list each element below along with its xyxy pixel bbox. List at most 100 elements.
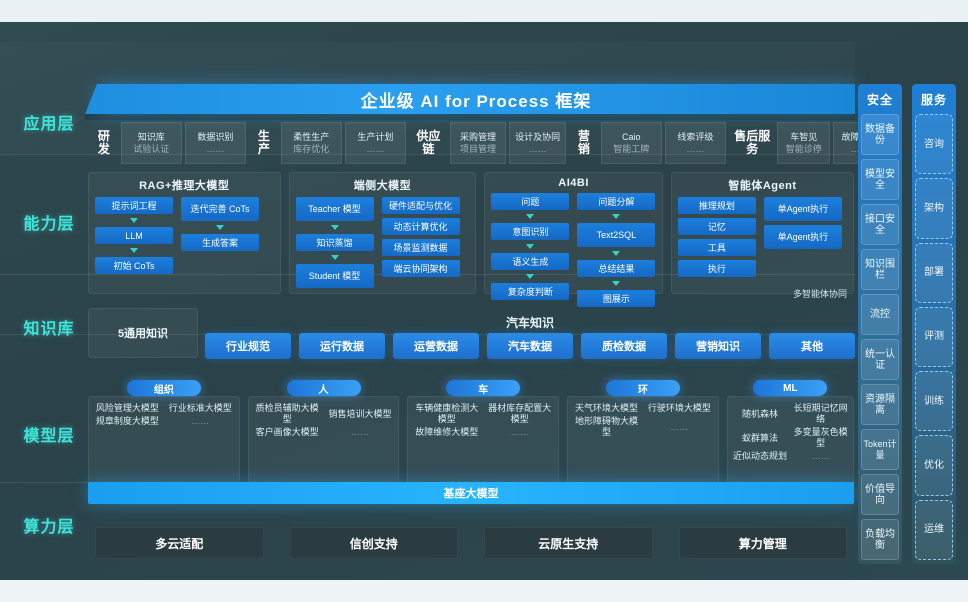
capability-block[interactable]: 记忆	[677, 218, 756, 235]
service-item[interactable]: 训练	[915, 371, 953, 432]
model-item[interactable]: 长短期记忆网络	[793, 403, 848, 424]
service-item[interactable]: 架构	[915, 178, 953, 239]
capability-block[interactable]: 推理规划	[677, 197, 756, 214]
application-tile[interactable]: 设计及协同 ……	[509, 122, 566, 164]
service-item[interactable]: 评测	[915, 306, 953, 368]
service-item[interactable]: 咨询	[915, 114, 953, 175]
model-item[interactable]: ……	[670, 421, 689, 432]
application-group-name: 研发	[97, 129, 110, 156]
arrow-down-icon	[526, 244, 535, 249]
capability-block[interactable]: 知识蒸馏	[295, 234, 374, 251]
capability-block[interactable]: 单Agent执行	[763, 225, 842, 249]
security-column: 安全 数据备份 模型安全 接口安全 知识围栏 流控 统一认证 资源隔离 Token计量 价值导向…	[858, 84, 902, 564]
model-item[interactable]: 多变量灰色模型	[793, 427, 848, 448]
capability-block[interactable]: 初始 CoTs	[95, 257, 173, 274]
security-item[interactable]: Token计量	[861, 429, 899, 470]
knowledge-chip[interactable]: 汽车数据	[487, 333, 573, 359]
security-item[interactable]: 知识围栏	[861, 249, 899, 290]
service-item[interactable]: 部署	[915, 242, 953, 303]
capability-block[interactable]: 端云协同架构	[381, 260, 460, 277]
application-tile[interactable]: 车智见 智能诊停	[777, 122, 831, 164]
security-item[interactable]: 接口安全	[861, 204, 899, 245]
model-item[interactable]: 客户画像大模型	[255, 427, 319, 437]
model-group-pill[interactable]: 环	[605, 380, 680, 396]
service-item[interactable]: 优化	[915, 435, 953, 496]
capability-block[interactable]: 单Agent执行	[763, 197, 842, 221]
compute-chip[interactable]: 信创支持	[289, 527, 458, 559]
capability-block[interactable]: 意图识别	[491, 223, 570, 240]
model-item[interactable]: 行驶环境大模型	[647, 403, 711, 413]
knowledge-chip[interactable]: 营销知识	[675, 333, 761, 359]
knowledge-chip[interactable]: 行业规范	[205, 333, 291, 359]
capability-block[interactable]: 生成答案	[181, 234, 259, 251]
model-item[interactable]: 地形障碍物大模型	[574, 416, 638, 437]
model-group-pill[interactable]: 组织	[126, 380, 201, 396]
application-tile[interactable]: 数据识别 ……	[184, 122, 247, 164]
capability-block[interactable]: 问题	[491, 193, 570, 210]
model-item[interactable]: 车辆健康检测大模型	[415, 403, 479, 424]
security-item[interactable]: 统一认证	[861, 339, 899, 380]
security-item[interactable]: 模型安全	[861, 159, 899, 200]
model-item[interactable]: 行业标准大模型	[168, 403, 232, 413]
security-item[interactable]: 资源隔离	[861, 384, 899, 425]
model-item[interactable]: 风险管理大模型	[95, 403, 159, 413]
capability-block[interactable]: 迭代完善 CoTs	[181, 197, 259, 221]
capability-block[interactable]: LLM	[95, 227, 173, 244]
knowledge-chip[interactable]: 其他	[769, 333, 855, 359]
compute-chip[interactable]: 算力管理	[678, 527, 847, 559]
security-item[interactable]: 负载均衡	[861, 519, 899, 560]
application-tile[interactable]: Caio 智能工牌	[600, 122, 662, 164]
model-group-pill[interactable]: 人	[286, 380, 361, 396]
compute-chip[interactable]: 多云适配	[95, 527, 264, 559]
model-item[interactable]: 蚁群算法	[742, 432, 779, 443]
capability-block[interactable]: 动态计算优化	[381, 218, 460, 235]
service-item[interactable]: 运维	[915, 499, 953, 560]
model-item[interactable]: 天气环境大模型	[574, 403, 638, 413]
capability-block[interactable]: 场景监测数据	[381, 239, 460, 256]
model-item[interactable]: ……	[510, 427, 529, 437]
application-tile[interactable]: 线索评级 ……	[664, 122, 727, 164]
capability-column: 硬件适配与优化 动态计算优化 场景监测数据 端云协同架构	[381, 197, 460, 285]
security-item[interactable]: 价值导向	[861, 474, 899, 515]
model-item[interactable]: 销售培训大模型	[328, 408, 392, 419]
model-item[interactable]: ……	[191, 416, 210, 426]
model-item[interactable]: 随机森林	[742, 408, 779, 419]
knowledge-chip[interactable]: 运营数据	[393, 333, 479, 359]
capability-block[interactable]: Teacher 模型	[295, 197, 374, 221]
capability-block[interactable]: 总结结果	[577, 260, 656, 277]
application-group-name: 生产	[257, 129, 270, 156]
capability-block[interactable]: 工具	[677, 239, 756, 256]
capability-block[interactable]: 复杂度判断	[491, 283, 570, 300]
application-tile[interactable]: 知识库 试验认证	[120, 122, 182, 164]
capability-block[interactable]: Student 模型	[295, 264, 374, 288]
capability-block[interactable]: 语义生成	[491, 253, 570, 270]
capability-block[interactable]: Text2SQL	[577, 223, 656, 247]
model-item[interactable]: 器材库存配置大模型	[488, 403, 552, 424]
model-item[interactable]: 规章制度大模型	[95, 416, 159, 426]
capability-row: RAG+推理大模型 提示词工程 LLM 初始 CoTs 迭代完善 CoTs 生成答案 端侧大…	[88, 172, 854, 307]
capability-block[interactable]: 提示词工程	[95, 197, 173, 214]
model-item[interactable]: 近似动态规划	[733, 451, 788, 461]
knowledge-chip[interactable]: 运行数据	[299, 333, 385, 359]
security-item[interactable]: 数据备份	[861, 114, 899, 155]
security-item[interactable]: 流控	[861, 294, 899, 335]
knowledge-generic[interactable]: 5通用知识	[88, 308, 198, 358]
capability-card-body: 提示词工程 LLM 初始 CoTs 迭代完善 CoTs 生成答案	[95, 197, 274, 285]
application-tile[interactable]: 采购管理 项目管理	[449, 122, 507, 164]
compute-chip[interactable]: 云原生支持	[484, 527, 653, 559]
knowledge-chip[interactable]: 质检数据	[581, 333, 667, 359]
model-group-pill[interactable]: 车	[446, 380, 521, 396]
application-tile[interactable]: 柔性生产 库存优化	[280, 122, 342, 164]
capability-card-title: 端侧大模型	[353, 180, 412, 192]
application-tile-main: 线索评级	[677, 132, 714, 142]
model-group-pill[interactable]: ML	[753, 380, 828, 396]
application-tile[interactable]: 生产计划 ……	[344, 122, 407, 164]
model-item[interactable]: ……	[811, 451, 830, 461]
model-item[interactable]: 质检员辅助大模型	[255, 403, 319, 424]
capability-block[interactable]: 硬件适配与优化	[381, 197, 460, 214]
capability-block[interactable]: 图展示	[577, 290, 656, 307]
capability-block[interactable]: 问题分解	[577, 193, 656, 210]
model-item[interactable]: ……	[350, 427, 369, 437]
model-item[interactable]: 故障维修大模型	[415, 427, 479, 437]
capability-block[interactable]: 执行	[677, 260, 756, 277]
